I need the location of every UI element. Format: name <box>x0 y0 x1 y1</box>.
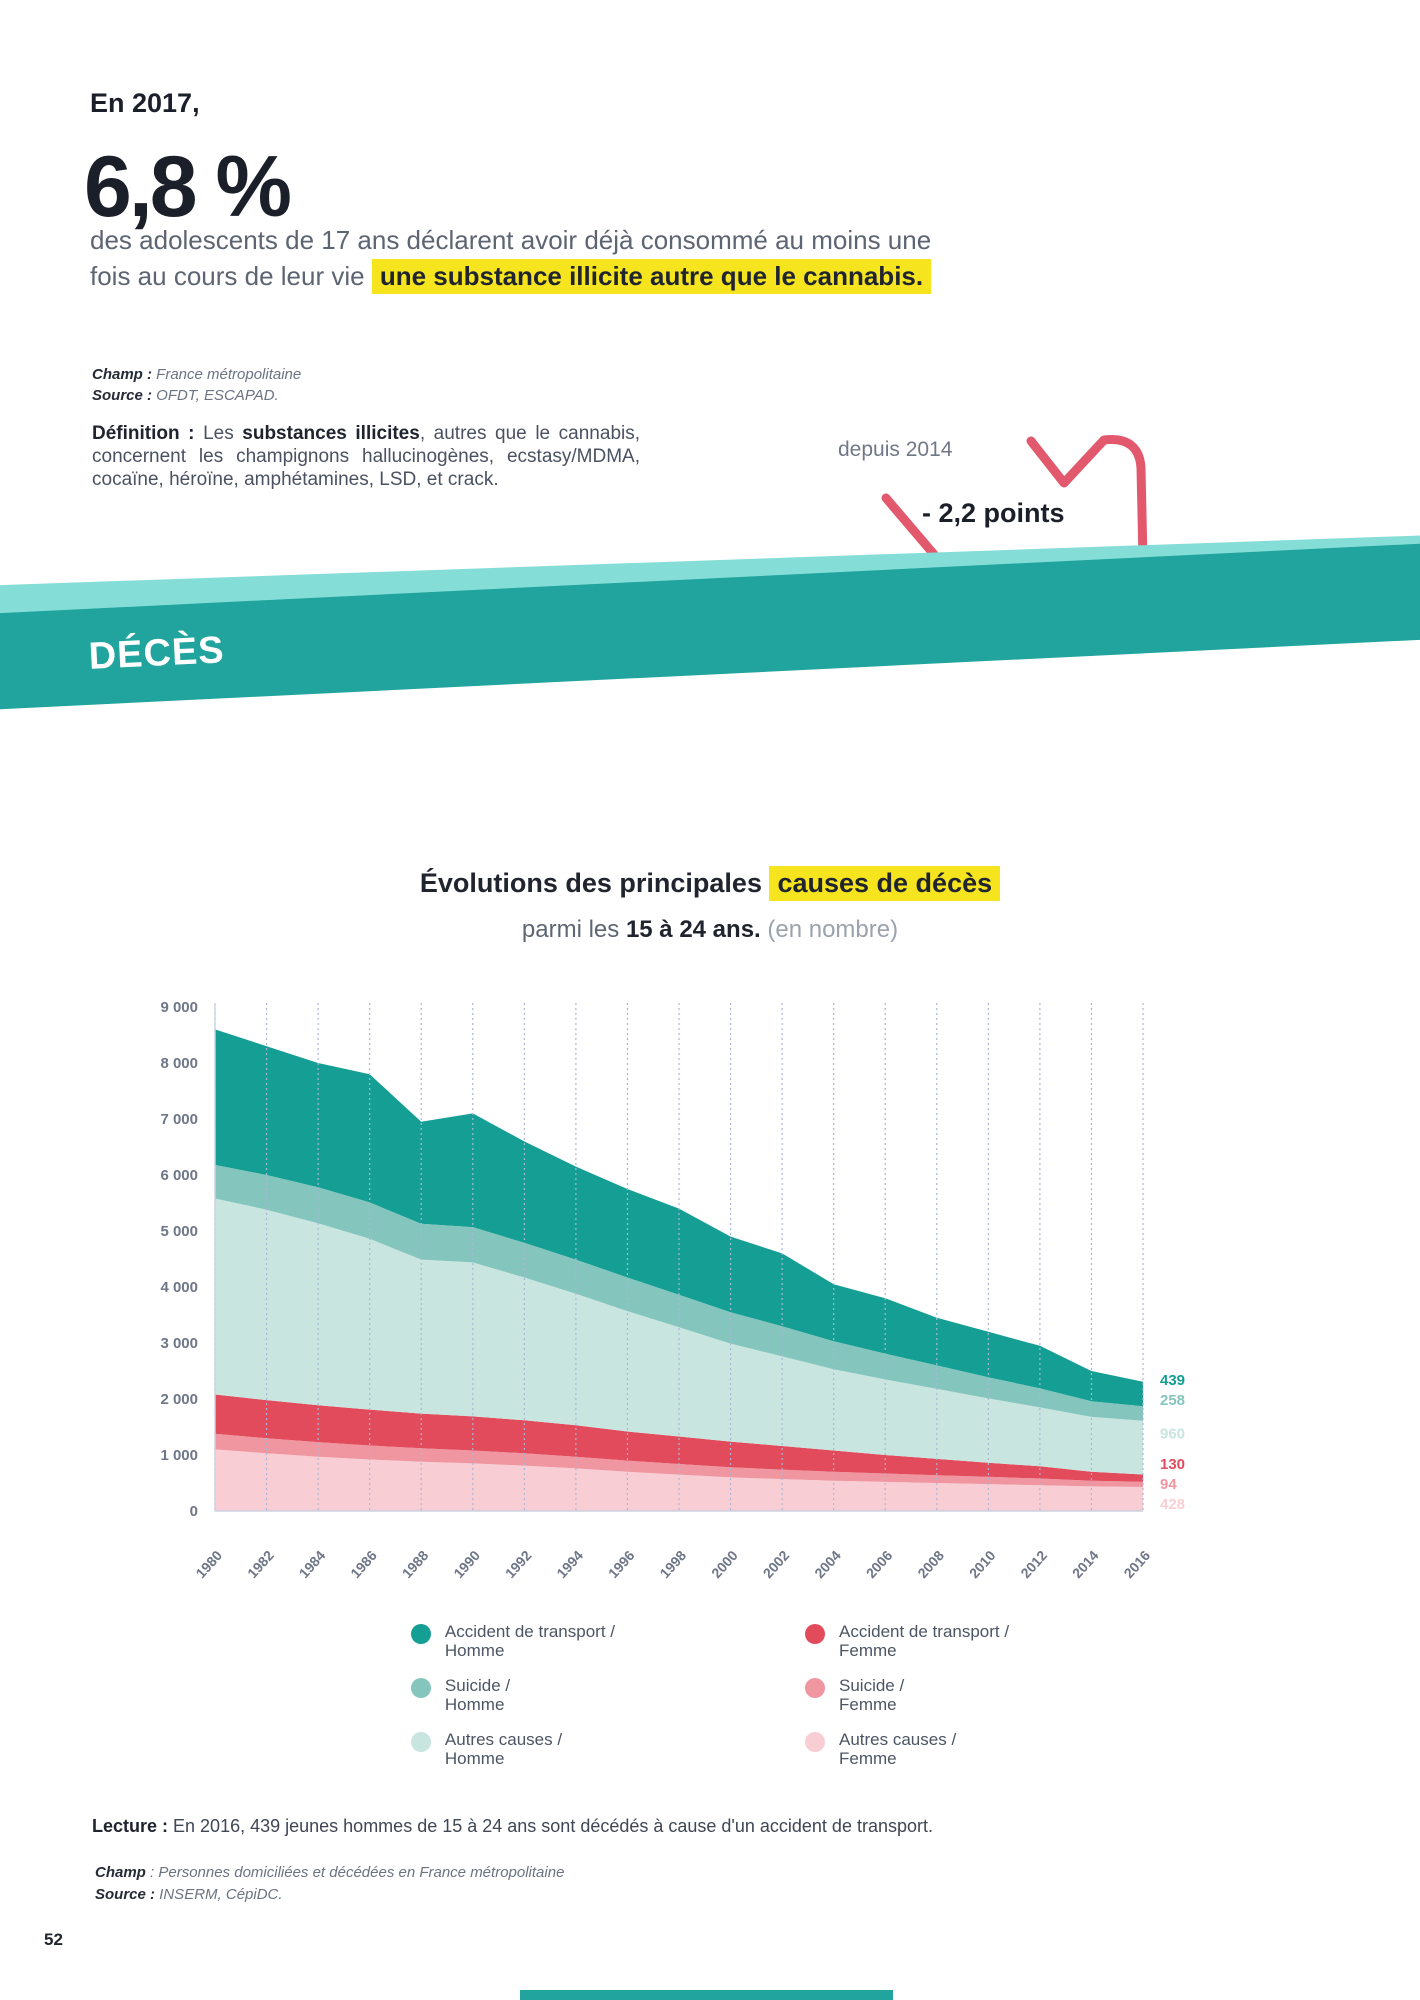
xlabel-2014: 2014 <box>1069 1547 1102 1581</box>
lecture-label: Lecture : <box>92 1816 169 1836</box>
xlabel-1982: 1982 <box>244 1547 277 1581</box>
chart-title: Évolutions des principales causes de déc… <box>0 866 1420 901</box>
xlabel-1994: 1994 <box>553 1547 586 1581</box>
legend-column-2: Accident de transport / Femme Suicide / Fem… <box>805 1622 1009 1768</box>
ytick-7000: 7 000 <box>160 1111 198 1128</box>
definition-pre: Les <box>194 423 243 444</box>
ytick-9000: 9 000 <box>160 999 198 1016</box>
xlabel-1990: 1990 <box>450 1547 483 1581</box>
legend-item-accident-transport-homme: Accident de transport / Homme <box>410 1622 615 1660</box>
ytick-2000: 2 000 <box>160 1391 198 1408</box>
definition-label: Définition : <box>92 423 195 444</box>
footer-champ-value: : Personnes domiciliées et décédées en F… <box>145 1864 565 1881</box>
deces-banner-title: DÉCÈS <box>87 629 226 678</box>
legend-label: Autres causes / Femme <box>839 1730 957 1768</box>
chart-title-highlight: causes de décès <box>769 866 1001 901</box>
ytick-6000: 6 000 <box>160 1167 198 1184</box>
xlabel-1984: 1984 <box>296 1547 329 1581</box>
chart-subtitle-light: (en nombre) <box>760 916 899 943</box>
champ-label: Champ : <box>92 366 152 383</box>
chart-subtitle-bold: 15 à 24 ans. <box>625 916 761 943</box>
ytick-1000: 1 000 <box>160 1447 198 1464</box>
legend-dot-icon <box>410 1624 431 1644</box>
chart-subtitle: parmi les 15 à 24 ans. (en nombre) <box>0 916 1420 944</box>
xlabel-2016: 2016 <box>1120 1547 1153 1581</box>
lecture-note: Lecture : En 2016, 439 jeunes hommes de … <box>92 1816 1352 1837</box>
xlabel-2006: 2006 <box>863 1547 896 1581</box>
stat-line1: des adolescents de 17 ans déclarent avoi… <box>90 225 932 255</box>
xlabel-2012: 2012 <box>1017 1547 1050 1581</box>
stat-line2-prefix: fois au cours de leur vie <box>90 261 372 291</box>
legend-item-accident-transport-femme: Accident de transport / Femme <box>805 1622 1009 1660</box>
since-2014-label: depuis 2014 <box>838 438 953 461</box>
xlabel-1988: 1988 <box>399 1547 432 1581</box>
ytick-5000: 5 000 <box>160 1223 198 1240</box>
chart-title-text: Évolutions des principales <box>419 868 770 898</box>
legend-label: Suicide / Homme <box>444 1676 511 1714</box>
definition-post: , autres que le cannabis, concernent les… <box>92 423 641 490</box>
legend-column-1: Accident de transport / Homme Suicide / Hom… <box>410 1622 615 1768</box>
legend-dot-icon <box>805 1678 825 1698</box>
definition-block: Définition : Les substances illicites, a… <box>92 422 640 491</box>
stat-line2-highlight: une substance illicite autre que le cann… <box>371 259 932 294</box>
legend-label: Accident de transport / Homme <box>444 1622 615 1660</box>
ytick-0: 0 <box>190 1503 198 1520</box>
legend-dot-icon <box>805 1732 825 1752</box>
chart-subtitle-pre: parmi les <box>521 916 626 943</box>
source-value: OFDT, ESCAPAD. <box>152 387 279 404</box>
end-label-accident-transport-homme: 439 <box>1160 1372 1185 1389</box>
area-accident-transport-homme <box>215 1029 1143 1407</box>
end-label-autres-causes-femme: 428 <box>1160 1496 1185 1513</box>
legend-item-autres-causes-homme: Autres causes / Homme <box>410 1730 615 1768</box>
xlabel-2010: 2010 <box>966 1547 999 1581</box>
xlabel-1998: 1998 <box>656 1547 689 1581</box>
end-label-suicide-homme: 258 <box>1160 1392 1185 1409</box>
legend-item-autres-causes-femme: Autres causes / Femme <box>805 1730 1009 1768</box>
legend-label: Autres causes / Homme <box>444 1730 563 1768</box>
legend-label: Suicide / Femme <box>839 1676 905 1714</box>
legend-label: Accident de transport / Femme <box>839 1622 1010 1660</box>
footer-source-label: Source : <box>95 1886 156 1903</box>
stat-big-number: 6,8 % <box>84 139 292 235</box>
end-label-autres-causes-homme: 960 <box>1160 1426 1185 1443</box>
xlabel-1992: 1992 <box>502 1547 535 1581</box>
legend-dot-icon <box>410 1678 431 1698</box>
xlabel-2000: 2000 <box>708 1547 741 1581</box>
area-suicide-homme <box>215 1164 1143 1421</box>
xlabel-2002: 2002 <box>760 1547 793 1581</box>
delta-points-value: - 2,2 points <box>922 498 1065 528</box>
legend-dot-icon <box>805 1624 825 1644</box>
bottom-meta: Champ : Personnes domiciliées et décédée… <box>95 1862 564 1906</box>
top-meta: Champ : France métropolitaine Source : O… <box>92 364 301 406</box>
area-autres-causes-femme <box>215 1449 1143 1511</box>
ytick-8000: 8 000 <box>160 1055 198 1072</box>
footer-source-value: INSERM, CépiDC. <box>155 1886 283 1903</box>
legend-item-suicide-homme: Suicide / Homme <box>410 1676 615 1714</box>
end-label-accident-transport-femme: 130 <box>1160 1456 1185 1473</box>
lecture-text: En 2016, 439 jeunes hommes de 15 à 24 an… <box>168 1816 933 1836</box>
end-label-suicide-femme: 94 <box>1160 1476 1177 1493</box>
page-number: 52 <box>44 1930 63 1949</box>
xlabel-2004: 2004 <box>811 1547 844 1581</box>
chart-legend: Accident de transport / Homme Suicide / Hom… <box>0 1622 1420 1768</box>
source-label: Source : <box>92 387 153 404</box>
next-page-banner-strip <box>520 1990 893 2000</box>
stacked-area-chart: 9 000 8 000 7 000 6 000 5 000 4 000 3 000 2 000… <box>160 999 1185 1581</box>
definition-bold: substances illicites <box>242 423 420 444</box>
area-suicide-femme <box>215 1433 1143 1487</box>
ytick-4000: 4 000 <box>160 1279 198 1296</box>
xlabel-1980: 1980 <box>192 1547 225 1581</box>
area-autres-causes-homme <box>215 1198 1143 1475</box>
stat-intro: En 2017, <box>90 88 200 118</box>
legend-item-suicide-femme: Suicide / Femme <box>805 1676 1009 1714</box>
xlabel-2008: 2008 <box>914 1547 947 1581</box>
footer-champ-label: Champ <box>95 1864 146 1881</box>
legend-dot-icon <box>410 1732 431 1752</box>
xlabel-1986: 1986 <box>347 1547 380 1581</box>
champ-value: France métropolitaine <box>152 366 302 383</box>
xlabel-1996: 1996 <box>605 1547 638 1581</box>
stat-paragraph: des adolescents de 17 ans déclarent avoi… <box>90 222 1050 294</box>
ytick-3000: 3 000 <box>160 1335 198 1352</box>
